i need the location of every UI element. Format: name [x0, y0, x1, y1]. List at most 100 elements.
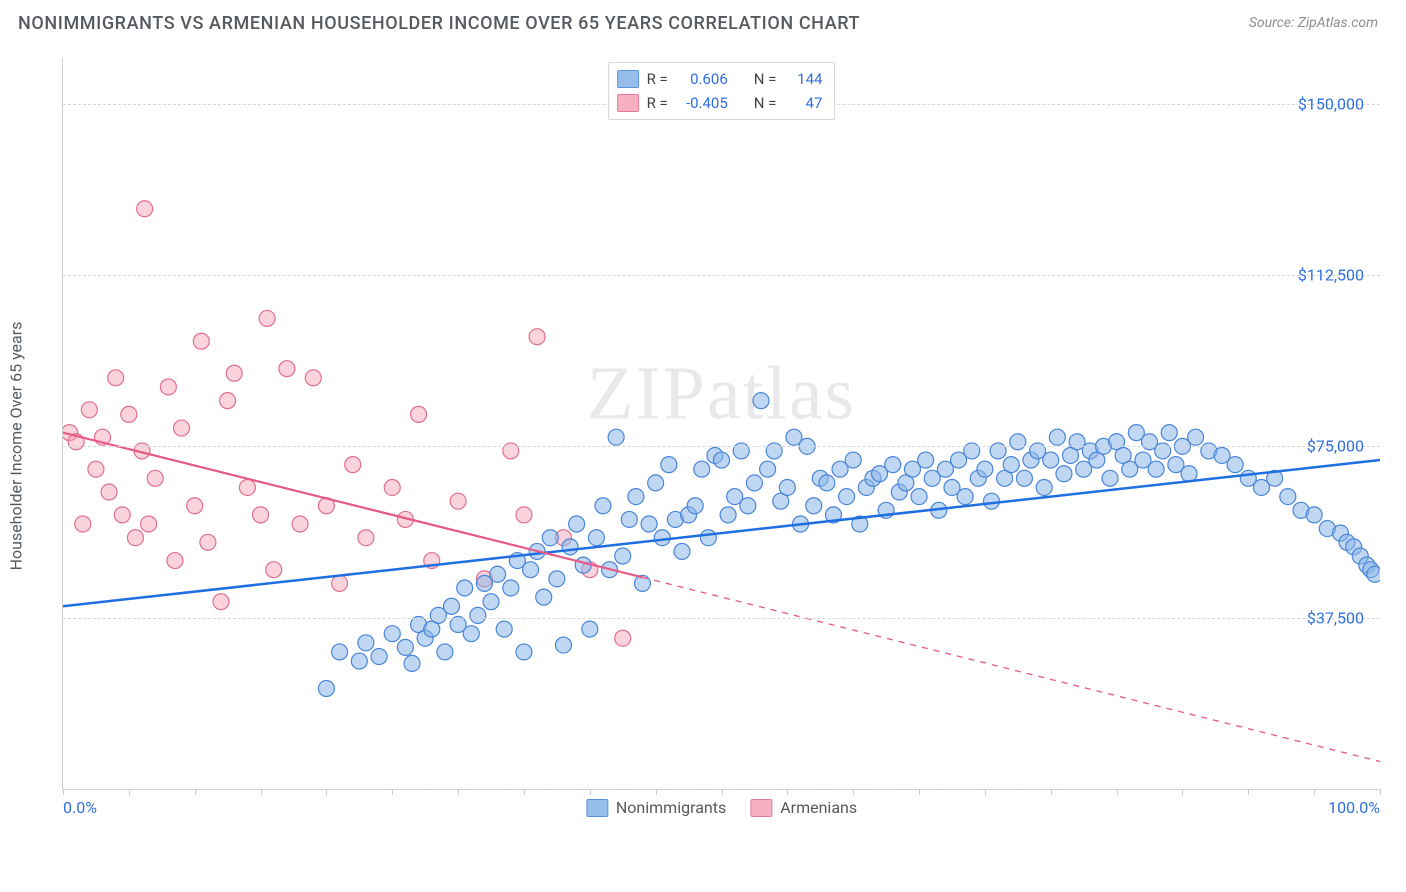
data-point	[753, 393, 769, 409]
x-tick	[63, 789, 64, 795]
x-tick-label: 100.0%	[1328, 798, 1380, 817]
y-axis-label: Householder Income Over 65 years	[7, 322, 26, 571]
data-point	[766, 443, 782, 459]
swatch-pink	[617, 94, 639, 112]
data-point	[239, 479, 255, 495]
data-point	[529, 329, 545, 345]
x-tick	[985, 789, 986, 795]
data-point	[608, 429, 624, 445]
data-point	[779, 479, 795, 495]
data-point	[496, 621, 512, 637]
data-point	[121, 406, 137, 422]
swatch-pink	[750, 799, 772, 817]
data-point	[292, 516, 308, 532]
data-point	[147, 470, 163, 486]
data-point	[687, 498, 703, 514]
data-point	[213, 594, 229, 610]
data-point	[1367, 566, 1380, 582]
data-point	[760, 461, 776, 477]
r-label: R =	[647, 94, 668, 112]
data-point	[470, 607, 486, 623]
x-tick	[1051, 789, 1052, 795]
data-point	[746, 475, 762, 491]
data-point	[253, 507, 269, 523]
data-point	[345, 457, 361, 473]
data-point	[1181, 466, 1197, 482]
data-point	[108, 370, 124, 386]
data-point	[1003, 457, 1019, 473]
x-tick	[590, 789, 591, 795]
data-point	[621, 511, 637, 527]
data-point	[674, 543, 690, 559]
data-point	[127, 530, 143, 546]
n-label: N =	[754, 94, 777, 112]
data-point	[615, 630, 631, 646]
data-point	[1036, 479, 1052, 495]
data-point	[641, 516, 657, 532]
data-point	[569, 516, 585, 532]
data-point	[839, 489, 855, 505]
data-point	[845, 452, 861, 468]
data-point	[595, 498, 611, 514]
x-tick	[853, 789, 854, 795]
data-point	[279, 361, 295, 377]
data-point	[332, 575, 348, 591]
x-tick	[524, 789, 525, 795]
data-point	[1280, 489, 1296, 505]
gridline	[63, 446, 1380, 447]
data-point	[200, 534, 216, 550]
data-point	[562, 539, 578, 555]
data-point	[193, 333, 209, 349]
y-tick-label: $75,000	[1307, 437, 1364, 456]
header: NONIMMIGRANTS VS ARMENIAN HOUSEHOLDER IN…	[0, 0, 1406, 46]
data-point	[174, 420, 190, 436]
data-point	[160, 379, 176, 395]
swatch-blue	[617, 70, 639, 88]
legend-item-armenians: Armenians	[750, 798, 857, 817]
y-tick-label: $37,500	[1307, 608, 1364, 627]
data-point	[1043, 452, 1059, 468]
data-point	[588, 530, 604, 546]
data-point	[885, 457, 901, 473]
data-point	[700, 530, 716, 546]
data-point	[490, 566, 506, 582]
data-point	[167, 553, 183, 569]
data-point	[81, 402, 97, 418]
x-tick	[1248, 789, 1249, 795]
data-point	[444, 598, 460, 614]
data-point	[615, 548, 631, 564]
r-label: R =	[647, 70, 668, 88]
x-tick	[1314, 789, 1315, 795]
x-tick	[326, 789, 327, 795]
data-point	[266, 562, 282, 578]
x-tick	[1380, 789, 1381, 795]
data-point	[101, 484, 117, 500]
data-point	[628, 489, 644, 505]
source-label: Source: ZipAtlas.com	[1249, 15, 1378, 31]
data-point	[740, 498, 756, 514]
data-point	[384, 626, 400, 642]
data-point	[226, 365, 242, 381]
data-point	[806, 498, 822, 514]
y-tick-label: $150,000	[1298, 94, 1364, 113]
legend-label: Armenians	[780, 798, 857, 817]
trend-line	[63, 433, 642, 578]
data-point	[397, 639, 413, 655]
data-point	[1102, 470, 1118, 486]
data-point	[318, 680, 334, 696]
data-point	[1227, 457, 1243, 473]
gridline	[63, 275, 1380, 276]
data-point	[1188, 429, 1204, 445]
r-value: -0.405	[676, 94, 728, 112]
data-point	[990, 443, 1006, 459]
data-point	[411, 406, 427, 422]
data-point	[523, 562, 539, 578]
stats-row-nonimmigrants: R = 0.606 N = 144	[617, 67, 823, 91]
data-point	[457, 580, 473, 596]
data-point	[371, 649, 387, 665]
data-point	[75, 516, 91, 532]
data-point	[503, 580, 519, 596]
swatch-blue	[586, 799, 608, 817]
data-point	[1148, 461, 1164, 477]
legend-label: Nonimmigrants	[616, 798, 726, 817]
